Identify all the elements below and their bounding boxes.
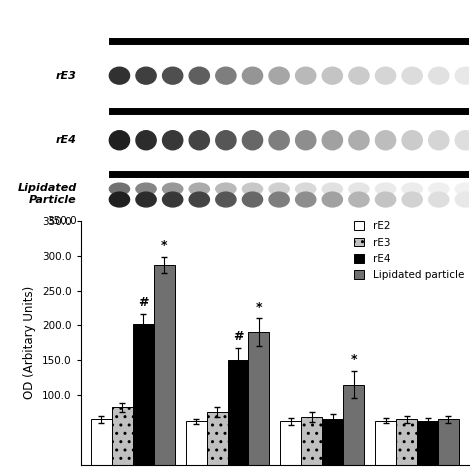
Ellipse shape: [375, 183, 396, 195]
Ellipse shape: [428, 67, 449, 84]
Ellipse shape: [428, 131, 449, 150]
Bar: [133, 324, 154, 465]
Bar: [438, 419, 459, 465]
Ellipse shape: [109, 183, 129, 195]
Y-axis label: OD (Arbitary Units): OD (Arbitary Units): [23, 286, 36, 400]
Ellipse shape: [242, 192, 263, 207]
Ellipse shape: [189, 183, 210, 195]
Ellipse shape: [402, 192, 422, 207]
Ellipse shape: [242, 131, 263, 150]
Text: 350.0: 350.0: [47, 216, 77, 226]
Ellipse shape: [455, 67, 474, 84]
Ellipse shape: [216, 131, 236, 150]
Ellipse shape: [322, 131, 342, 150]
Bar: [322, 419, 343, 465]
Ellipse shape: [242, 183, 263, 195]
Ellipse shape: [296, 67, 316, 84]
Ellipse shape: [163, 192, 183, 207]
Ellipse shape: [136, 192, 156, 207]
Ellipse shape: [296, 183, 316, 195]
Ellipse shape: [402, 131, 422, 150]
Ellipse shape: [349, 192, 369, 207]
Ellipse shape: [163, 67, 183, 84]
Ellipse shape: [189, 131, 210, 150]
Bar: [375, 421, 396, 465]
Legend: rE2, rE3, rE4, Lipidated particle: rE2, rE3, rE4, Lipidated particle: [354, 221, 464, 280]
Ellipse shape: [269, 131, 289, 150]
Ellipse shape: [269, 192, 289, 207]
Text: *: *: [255, 301, 262, 314]
Bar: [91, 419, 112, 465]
Text: rE3: rE3: [56, 71, 77, 81]
Ellipse shape: [189, 192, 210, 207]
Ellipse shape: [163, 131, 183, 150]
Ellipse shape: [375, 67, 396, 84]
Text: *: *: [350, 354, 357, 366]
Bar: [343, 384, 364, 465]
Ellipse shape: [216, 183, 236, 195]
Text: Lipidated
Particle: Lipidated Particle: [18, 183, 77, 205]
Ellipse shape: [349, 67, 369, 84]
Ellipse shape: [349, 183, 369, 195]
Ellipse shape: [428, 192, 449, 207]
Ellipse shape: [375, 192, 396, 207]
Ellipse shape: [216, 67, 236, 84]
Ellipse shape: [109, 131, 129, 150]
Ellipse shape: [428, 183, 449, 195]
Ellipse shape: [269, 183, 289, 195]
Ellipse shape: [322, 192, 342, 207]
Ellipse shape: [136, 183, 156, 195]
Ellipse shape: [402, 183, 422, 195]
Bar: [301, 417, 322, 465]
Text: #: #: [233, 330, 243, 344]
Ellipse shape: [322, 67, 342, 84]
Bar: [154, 265, 174, 465]
Ellipse shape: [322, 183, 342, 195]
Ellipse shape: [109, 67, 129, 84]
Text: #: #: [138, 296, 148, 310]
Ellipse shape: [455, 192, 474, 207]
Ellipse shape: [296, 192, 316, 207]
Bar: [396, 419, 417, 465]
Ellipse shape: [136, 131, 156, 150]
Ellipse shape: [375, 131, 396, 150]
Ellipse shape: [455, 183, 474, 195]
Bar: [281, 421, 301, 465]
Ellipse shape: [216, 192, 236, 207]
Ellipse shape: [242, 67, 263, 84]
Bar: [186, 421, 207, 465]
Bar: [248, 332, 269, 465]
Ellipse shape: [269, 67, 289, 84]
Bar: [228, 360, 248, 465]
Bar: [207, 412, 228, 465]
Text: *: *: [161, 239, 167, 252]
Ellipse shape: [349, 131, 369, 150]
Ellipse shape: [189, 67, 210, 84]
Ellipse shape: [402, 67, 422, 84]
Ellipse shape: [296, 131, 316, 150]
Text: rE4: rE4: [56, 135, 77, 145]
Ellipse shape: [163, 183, 183, 195]
Bar: [417, 421, 438, 465]
Ellipse shape: [455, 131, 474, 150]
Bar: [112, 408, 133, 465]
Ellipse shape: [136, 67, 156, 84]
Ellipse shape: [109, 192, 129, 207]
